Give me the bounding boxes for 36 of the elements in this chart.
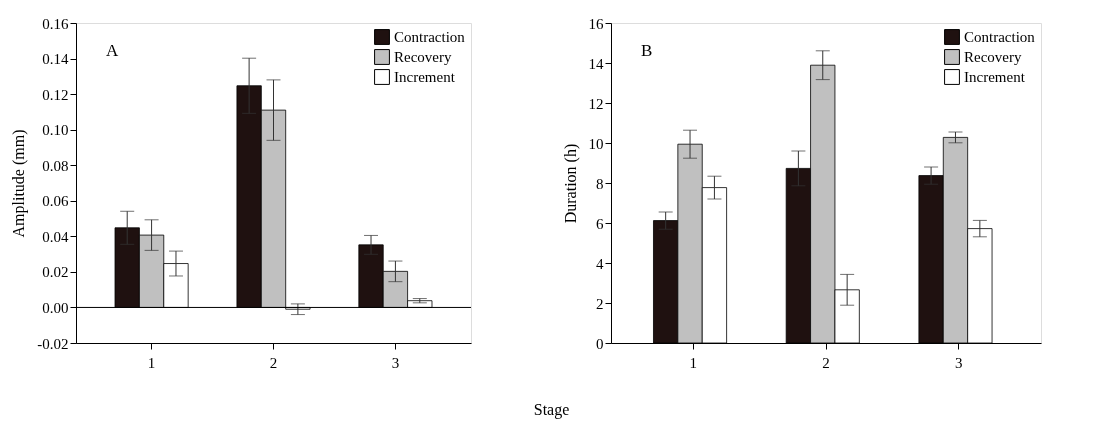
- y-tick-label: 16: [588, 15, 604, 32]
- legend-label: Contraction: [964, 29, 1036, 45]
- y-tick-label: 8: [596, 175, 604, 192]
- y-tick-label: 0.14: [42, 51, 69, 68]
- y-tick-label: 12: [588, 95, 604, 112]
- x-axis-title: Stage: [533, 400, 570, 419]
- x-tick-label: 2: [269, 354, 278, 371]
- y-tick-label: 0.08: [42, 157, 69, 174]
- legend-label: Increment: [394, 69, 456, 85]
- y-tick-label: 6: [596, 215, 604, 232]
- y-tick-label: 4: [596, 255, 604, 272]
- y-tick-label: 0.04: [42, 228, 69, 245]
- annotation: A: [106, 41, 119, 60]
- y-axis-title: Duration (h): [561, 143, 580, 224]
- x-tick-label: 3: [391, 354, 400, 371]
- y-tick-label: 0.12: [42, 86, 69, 103]
- x-tick-label: 1: [147, 354, 156, 371]
- y-tick-label: 0.02: [42, 264, 69, 281]
- y-tick-label: 10: [588, 135, 604, 152]
- y-axis-title: Amplitude (mm): [10, 129, 29, 238]
- y-tick-label: -0.02: [37, 335, 69, 352]
- y-tick-label: 0.06: [42, 193, 69, 210]
- x-tick-label: 1: [689, 354, 698, 371]
- x-tick-label: 3: [954, 354, 963, 371]
- y-tick-label: 2: [596, 295, 604, 312]
- y-tick-label: 0.10: [42, 122, 69, 139]
- y-tick-label: 0.00: [42, 299, 69, 316]
- y-tick-label: 0.16: [42, 15, 69, 32]
- legend-label: Recovery: [964, 49, 1022, 65]
- legend-label: Increment: [964, 69, 1026, 85]
- legend-label: Recovery: [394, 49, 452, 65]
- annotation: B: [641, 41, 653, 60]
- legend-label: Contraction: [394, 29, 466, 45]
- y-tick-label: 14: [588, 55, 604, 72]
- y-tick-label: 0: [596, 335, 604, 352]
- x-tick-label: 2: [822, 354, 830, 371]
